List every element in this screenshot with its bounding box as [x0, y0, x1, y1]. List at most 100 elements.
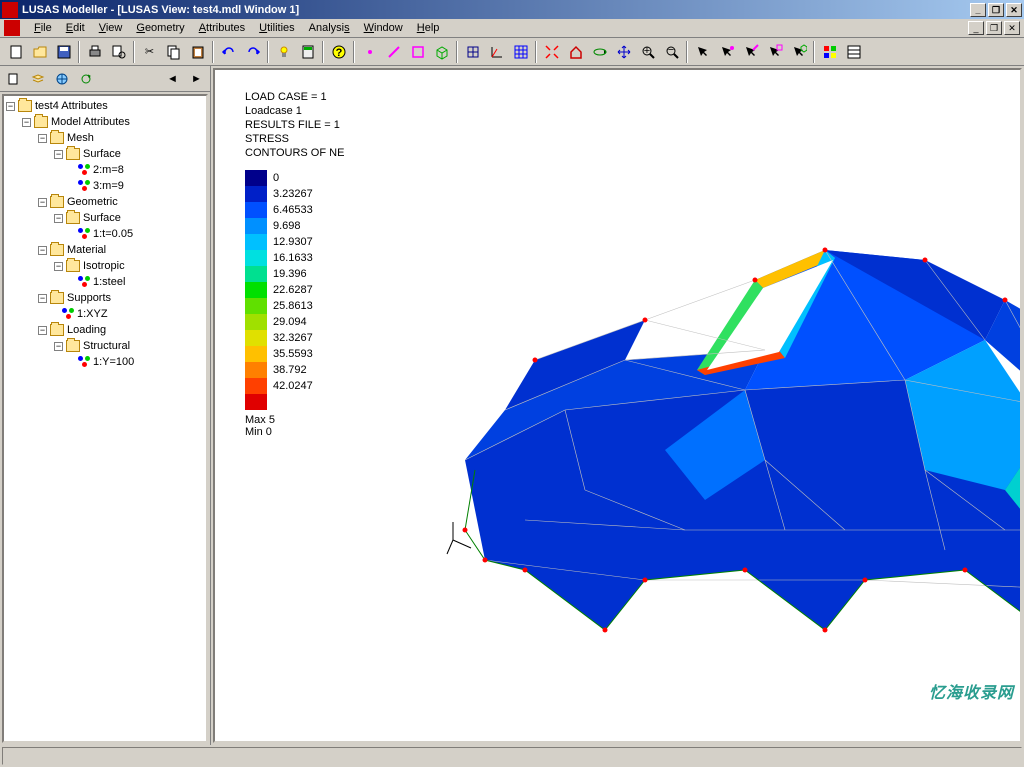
results-line: LOAD CASE = 1 [245, 90, 344, 104]
legend-swatch [245, 218, 267, 234]
calc-button[interactable] [296, 41, 319, 63]
mesh-button[interactable] [509, 41, 532, 63]
tree-model-attributes[interactable]: Model Attributes [51, 114, 130, 130]
menu-attributes[interactable]: Attributes [193, 21, 251, 35]
expand-icon[interactable]: − [54, 262, 63, 271]
mdi-minimize-button[interactable]: _ [968, 21, 984, 35]
axis-button[interactable] [485, 41, 508, 63]
tree-leaf[interactable]: 1:Y=100 [93, 354, 134, 370]
tree-mesh-surface[interactable]: Surface [83, 146, 121, 162]
menu-window[interactable]: Window [358, 21, 409, 35]
mdi-restore-button[interactable]: ❐ [986, 21, 1002, 35]
minimize-button[interactable]: _ [970, 3, 986, 17]
mdi-close-button[interactable]: ✕ [1004, 21, 1020, 35]
light-button[interactable] [272, 41, 295, 63]
tree-refresh-button[interactable] [74, 68, 97, 90]
menu-geometry[interactable]: Geometry [130, 21, 190, 35]
menu-analysis[interactable]: Analysis [303, 21, 356, 35]
rotate-button[interactable] [588, 41, 611, 63]
legend-entry [245, 394, 313, 410]
expand-icon[interactable]: − [54, 150, 63, 159]
select-surface-button[interactable] [763, 41, 786, 63]
grid-button[interactable] [461, 41, 484, 63]
menu-file[interactable]: File [28, 21, 58, 35]
legend-value: 22.6287 [273, 284, 313, 296]
tree-leaf[interactable]: 1:XYZ [77, 306, 108, 322]
legend-swatch [245, 314, 267, 330]
expand-icon[interactable]: − [38, 134, 47, 143]
tree-mesh[interactable]: Mesh [67, 130, 94, 146]
select-line-button[interactable] [739, 41, 762, 63]
point-button[interactable] [358, 41, 381, 63]
print-button[interactable] [83, 41, 106, 63]
expand-icon[interactable]: − [22, 118, 31, 127]
line-button[interactable] [382, 41, 405, 63]
maximize-button[interactable]: ❐ [988, 3, 1004, 17]
menu-view[interactable]: View [93, 21, 129, 35]
print-preview-button[interactable] [107, 41, 130, 63]
volume-button[interactable] [430, 41, 453, 63]
tree-structural[interactable]: Structural [83, 338, 130, 354]
expand-icon[interactable]: − [38, 246, 47, 255]
tree-leaf[interactable]: 3:m=9 [93, 178, 124, 194]
paste-button[interactable] [186, 41, 209, 63]
cut-button[interactable]: ✂ [138, 41, 161, 63]
menu-edit[interactable]: Edit [60, 21, 91, 35]
expand-icon[interactable]: − [38, 198, 47, 207]
menu-utilities[interactable]: Utilities [253, 21, 300, 35]
undo-button[interactable] [217, 41, 240, 63]
redo-button[interactable] [241, 41, 264, 63]
help-button[interactable]: ? [327, 41, 350, 63]
tree-next-button[interactable]: ► [185, 68, 208, 90]
tree-layers-button[interactable] [26, 68, 49, 90]
tree-loading[interactable]: Loading [67, 322, 106, 338]
expand-icon[interactable]: − [38, 326, 47, 335]
tree-leaf[interactable]: 1:steel [93, 274, 125, 290]
tree-geometric-surface[interactable]: Surface [83, 210, 121, 226]
zoom-extents-button[interactable] [540, 41, 563, 63]
results-line: RESULTS FILE = 1 [245, 118, 344, 132]
menu-help[interactable]: Help [411, 21, 446, 35]
legend-swatch [245, 282, 267, 298]
expand-icon[interactable]: − [38, 294, 47, 303]
close-button[interactable]: ✕ [1006, 3, 1022, 17]
tree-supports[interactable]: Supports [67, 290, 111, 306]
select-button[interactable] [691, 41, 714, 63]
tree-root[interactable]: test4 Attributes [35, 98, 108, 114]
tree-isotropic[interactable]: Isotropic [83, 258, 125, 274]
open-button[interactable] [28, 41, 51, 63]
expand-icon[interactable]: − [6, 102, 15, 111]
tree-globe-button[interactable] [50, 68, 73, 90]
tree-leaf[interactable]: 1:t=0.05 [93, 226, 133, 242]
contour-legend: 03.232676.465339.69812.930716.163319.396… [245, 170, 313, 438]
results-header: LOAD CASE = 1 Loadcase 1 RESULTS FILE = … [245, 90, 344, 160]
zoom-in-button[interactable]: + [636, 41, 659, 63]
tree-new-button[interactable] [2, 68, 25, 90]
save-button[interactable] [52, 41, 75, 63]
select-volume-button[interactable] [787, 41, 810, 63]
folder-icon [66, 148, 80, 160]
tree-geometric[interactable]: Geometric [67, 194, 118, 210]
model-viewport[interactable]: LOAD CASE = 1 Loadcase 1 RESULTS FILE = … [213, 68, 1022, 743]
legend-swatch [245, 362, 267, 378]
attribute-tree[interactable]: −test4 Attributes −Model Attributes −Mes… [2, 94, 208, 743]
legend-entry: 38.792 [245, 362, 313, 378]
expand-icon[interactable]: − [54, 214, 63, 223]
legend-entry: 9.698 [245, 218, 313, 234]
select-point-button[interactable] [715, 41, 738, 63]
surface-button[interactable] [406, 41, 429, 63]
properties-button[interactable] [842, 41, 865, 63]
layers-button[interactable] [818, 41, 841, 63]
tree-prev-button[interactable]: ◄ [161, 68, 184, 90]
copy-button[interactable] [162, 41, 185, 63]
tree-material[interactable]: Material [67, 242, 106, 258]
home-view-button[interactable] [564, 41, 587, 63]
new-button[interactable] [4, 41, 27, 63]
mdi-icon [4, 20, 20, 36]
tree-leaf[interactable]: 2:m=8 [93, 162, 124, 178]
folder-icon [50, 244, 64, 256]
folder-icon [50, 132, 64, 144]
expand-icon[interactable]: − [54, 342, 63, 351]
zoom-out-button[interactable]: − [660, 41, 683, 63]
pan-button[interactable] [612, 41, 635, 63]
